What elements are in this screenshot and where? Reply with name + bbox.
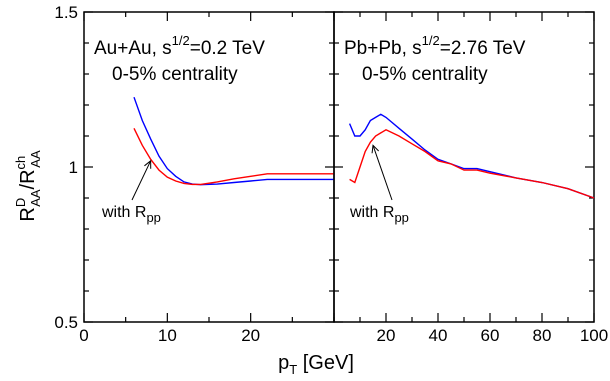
x-axis-label: pT [GeV]: [278, 352, 354, 377]
series-line-red: [349, 129, 595, 199]
panel-subtitle: 0-5% centrality: [112, 64, 238, 85]
x-tick-label: 60: [481, 326, 500, 345]
annotation-arrow: [372, 145, 393, 201]
annotation-label: with Rpp: [101, 204, 161, 225]
x-tick-label: 0: [79, 326, 88, 345]
annotation-label: with Rpp: [349, 204, 409, 225]
x-tick-label: 20: [241, 326, 260, 345]
y-tick-label: 1.5: [54, 3, 78, 22]
x-tick-label: 40: [429, 326, 448, 345]
panel-2: 20 40 60 80 100 Pb+Pb, s1/2=2.76 TeV 0-5% cent…: [333, 11, 608, 345]
annotation-arrowhead: [144, 159, 152, 169]
series-line-red: [133, 127, 334, 186]
annotation-arrow: [131, 160, 152, 201]
x-tick-label: 100: [580, 326, 608, 345]
series-line-blue: [133, 96, 334, 186]
panel-title: Pb+Pb, s1/2=2.76 TeV: [344, 33, 526, 59]
panel-title: Au+Au, s1/2=0.2 TeV: [94, 33, 265, 59]
x-tick-label: 80: [533, 326, 552, 345]
panel-1: 0 10 20 0.5 1 1.5 Au+Au, s1/2=0.2 TeV 0-5% cent…: [54, 3, 335, 345]
y-tick-label: 1: [69, 158, 78, 177]
panel-subtitle: 0-5% centrality: [362, 64, 488, 85]
y-tick-label: 0.5: [54, 313, 78, 332]
x-tick-label: 20: [377, 326, 396, 345]
annotation-arrowhead: [371, 144, 380, 154]
x-tick-label: 10: [158, 326, 177, 345]
y-axis-label: RDAA/RchAA: [13, 150, 43, 222]
